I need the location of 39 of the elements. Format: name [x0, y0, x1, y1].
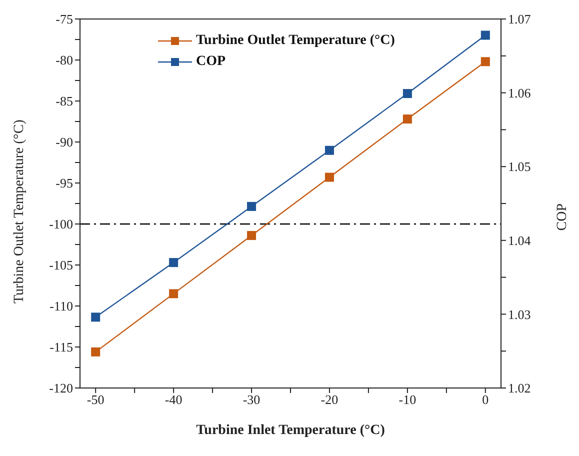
y2-tick-label: 1.03	[508, 306, 531, 322]
y-axis-title: Turbine Outlet Temperature (°C)	[12, 119, 27, 304]
y-tick-label: -110	[50, 298, 73, 314]
point	[169, 258, 178, 268]
point	[91, 347, 100, 356]
x-tick-label: -10	[398, 392, 416, 408]
y2-tick-label: 1.05	[508, 159, 531, 174]
y2-axis-title: COP	[554, 203, 570, 231]
y2-tick-label: 1.07	[508, 12, 532, 27]
x-tick-label: -20	[320, 392, 338, 408]
y-tick-label: -85	[56, 94, 73, 109]
x-axis-title: Turbine Inlet Temperature (°C)	[196, 423, 386, 438]
x-tick-label: -30	[242, 392, 260, 408]
y-tick-label: -80	[56, 52, 73, 68]
y-tick-label: -115	[50, 340, 73, 355]
legend-label: COP	[196, 53, 226, 71]
point	[247, 202, 256, 211]
point	[91, 312, 100, 322]
point	[480, 30, 490, 40]
y-tick-label: -90	[56, 134, 73, 150]
y-tick-label: -95	[56, 176, 73, 191]
y-tick-label: -75	[56, 12, 73, 27]
x-tick-label: -40	[164, 392, 182, 408]
y2-tick-label: 1.06	[508, 85, 532, 100]
y2-tick-label: 1.04	[508, 233, 532, 248]
point	[247, 230, 256, 240]
x-tick-label: 0	[482, 392, 489, 408]
y2-tick-label: 1.02	[508, 380, 531, 396]
point	[169, 289, 178, 298]
point	[402, 114, 412, 124]
point	[480, 57, 490, 66]
y-tick-label: -120	[49, 380, 73, 396]
y-tick-label: -105	[49, 258, 73, 273]
x-tick-label: -50	[86, 392, 104, 408]
point	[324, 146, 334, 155]
y-tick-label: -100	[49, 216, 73, 232]
point	[324, 172, 334, 182]
point	[402, 89, 412, 98]
legend-label: Turbine Outlet Temperature (°C)	[196, 32, 395, 50]
